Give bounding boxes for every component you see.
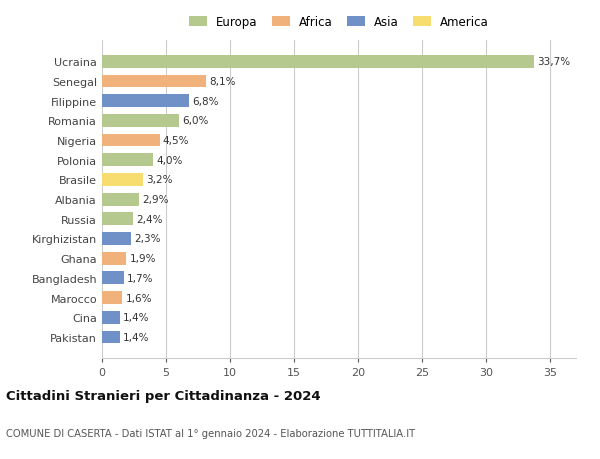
Text: 8,1%: 8,1% bbox=[209, 77, 235, 87]
Bar bbox=[102, 213, 133, 226]
Text: 1,4%: 1,4% bbox=[123, 313, 149, 323]
Bar bbox=[102, 95, 189, 108]
Bar bbox=[102, 291, 122, 304]
Text: 2,9%: 2,9% bbox=[142, 195, 169, 205]
Text: 3,2%: 3,2% bbox=[146, 175, 173, 185]
Text: 2,4%: 2,4% bbox=[136, 214, 163, 224]
Bar bbox=[102, 272, 124, 285]
Bar bbox=[102, 115, 179, 128]
Bar bbox=[102, 174, 143, 186]
Text: 33,7%: 33,7% bbox=[537, 57, 570, 67]
Bar bbox=[102, 134, 160, 147]
Text: COMUNE DI CASERTA - Dati ISTAT al 1° gennaio 2024 - Elaborazione TUTTITALIA.IT: COMUNE DI CASERTA - Dati ISTAT al 1° gen… bbox=[6, 428, 415, 438]
Text: 6,0%: 6,0% bbox=[182, 116, 208, 126]
Bar bbox=[102, 154, 153, 167]
Bar bbox=[102, 193, 139, 206]
Bar bbox=[102, 331, 120, 344]
Text: 1,7%: 1,7% bbox=[127, 273, 154, 283]
Bar bbox=[102, 252, 127, 265]
Text: Cittadini Stranieri per Cittadinanza - 2024: Cittadini Stranieri per Cittadinanza - 2… bbox=[6, 389, 320, 403]
Text: 1,9%: 1,9% bbox=[130, 254, 156, 263]
Text: 4,0%: 4,0% bbox=[157, 155, 183, 165]
Bar bbox=[102, 56, 534, 68]
Text: 6,8%: 6,8% bbox=[193, 96, 219, 106]
Text: 1,6%: 1,6% bbox=[126, 293, 152, 303]
Text: 4,5%: 4,5% bbox=[163, 136, 190, 146]
Bar bbox=[102, 75, 206, 88]
Bar bbox=[102, 233, 131, 246]
Text: 1,4%: 1,4% bbox=[123, 332, 149, 342]
Text: 2,3%: 2,3% bbox=[134, 234, 161, 244]
Bar bbox=[102, 311, 120, 324]
Legend: Europa, Africa, Asia, America: Europa, Africa, Asia, America bbox=[185, 12, 493, 32]
